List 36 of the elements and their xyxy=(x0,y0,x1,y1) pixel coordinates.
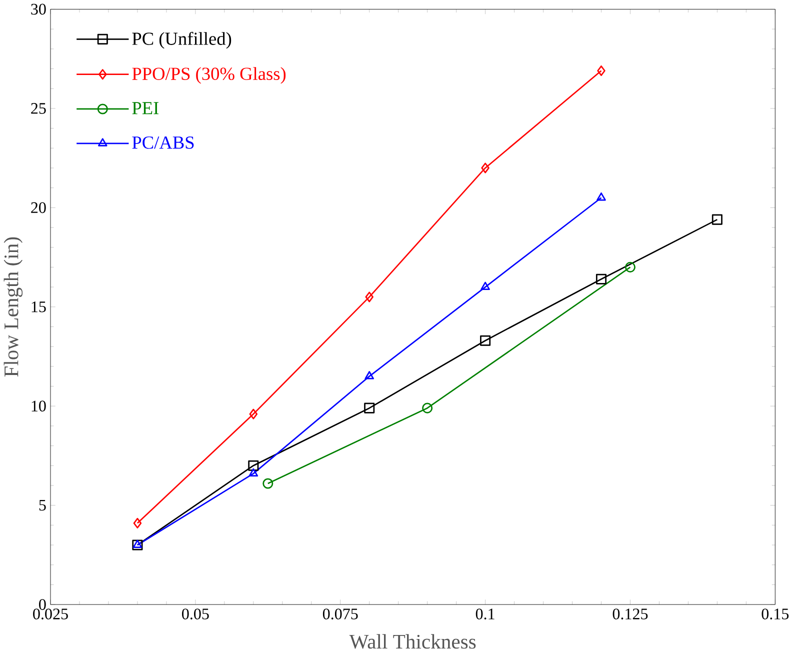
x-tick-label: 0.075 xyxy=(322,608,358,620)
legend-label: PEI xyxy=(132,102,159,114)
y-tick-label: 0 xyxy=(39,599,46,610)
point xyxy=(596,192,606,201)
point xyxy=(480,282,490,290)
x-tick-label: 0.05 xyxy=(182,608,209,620)
point xyxy=(596,274,607,285)
y-tick-label: 20 xyxy=(31,202,46,214)
y-tick-label: 15 xyxy=(32,302,46,312)
point xyxy=(249,408,258,420)
point xyxy=(624,262,636,273)
legend-label: PC (Unfilled) xyxy=(132,32,232,49)
legend-label: PC/ABS xyxy=(132,136,194,149)
point xyxy=(133,518,142,529)
point xyxy=(248,468,258,477)
x-axis-title: Wall Thickness xyxy=(349,634,476,649)
x-tick-label: 0.025 xyxy=(33,608,68,620)
x-tick-label: 0.125 xyxy=(612,608,648,620)
y-axis-title: Flow Length (in) xyxy=(4,238,23,377)
point xyxy=(365,292,374,302)
point xyxy=(712,214,722,226)
point xyxy=(364,402,375,414)
x-tick-label: 0.1 xyxy=(476,608,494,620)
point xyxy=(262,478,274,489)
y-tick-label: 30 xyxy=(31,4,46,15)
point xyxy=(364,371,374,380)
x-tick-label: 0.15 xyxy=(762,608,789,620)
point xyxy=(422,402,433,414)
y-tick-label: 10 xyxy=(32,400,46,412)
legend-label: PPO/PS (30% Glass) xyxy=(132,67,286,84)
y-tick-label: 25 xyxy=(31,103,46,114)
point xyxy=(248,460,259,472)
point xyxy=(597,66,606,76)
y-tick-label: 5 xyxy=(39,500,46,511)
point xyxy=(481,162,490,174)
point xyxy=(480,336,491,346)
